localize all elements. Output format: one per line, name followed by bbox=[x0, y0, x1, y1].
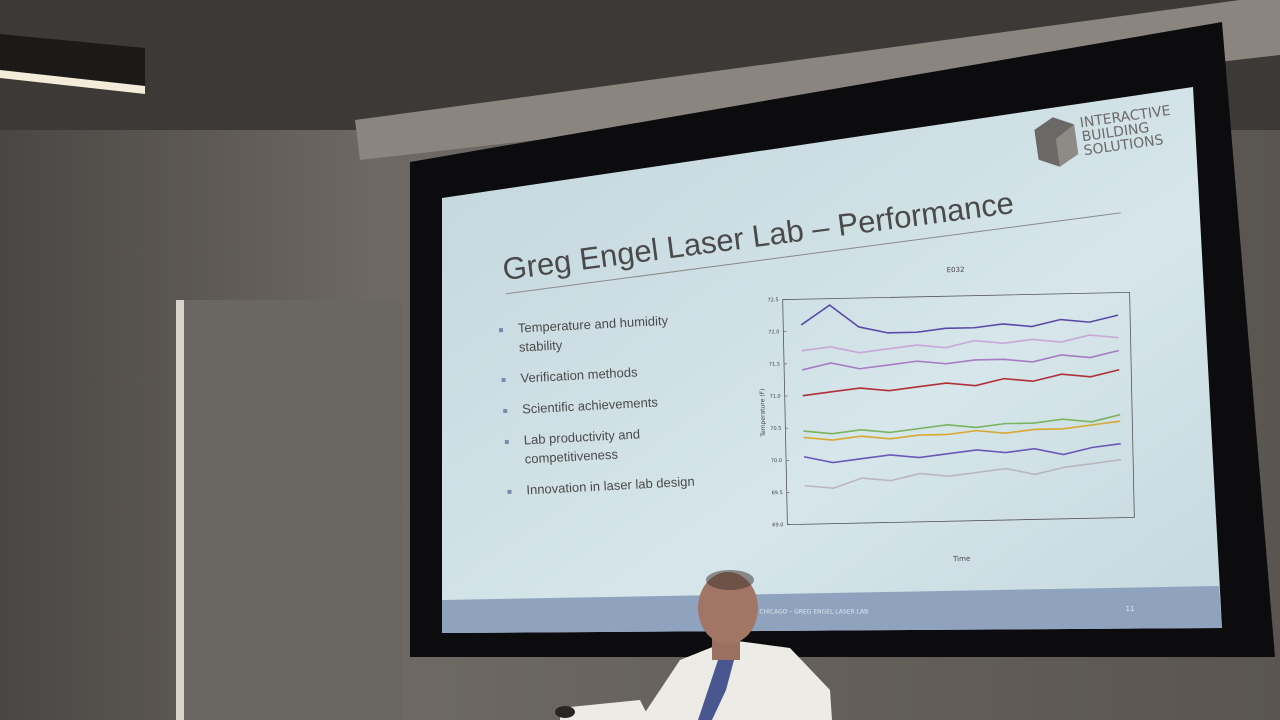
series-line bbox=[803, 442, 1121, 464]
hand bbox=[555, 706, 575, 718]
soffit bbox=[355, 0, 1280, 160]
chart-title: E032 bbox=[947, 266, 965, 274]
slide-footer-band bbox=[442, 586, 1222, 633]
tie bbox=[698, 660, 734, 720]
y-axis-label: Temperature (F) bbox=[759, 388, 767, 437]
x-axis-label: Time bbox=[952, 555, 970, 563]
y-tick-label: 70.5 bbox=[770, 426, 781, 432]
door bbox=[176, 300, 402, 720]
bullet-marker bbox=[503, 408, 508, 414]
y-tick-label: 71.5 bbox=[769, 362, 780, 368]
chart: E032 Time Temperature (F) 69.0 69.5 70.0 70.5 7… bbox=[759, 266, 1135, 563]
bullet-marker bbox=[498, 328, 504, 333]
footer: UNIVERSITY OF CHICAGO – GREG ENGEL LASER… bbox=[712, 605, 1135, 616]
y-tick-label: 71.0 bbox=[770, 394, 781, 400]
plot-area bbox=[782, 291, 1135, 526]
bullet-text: Verification methods bbox=[520, 364, 638, 385]
hair bbox=[706, 570, 754, 590]
y-tick-label: 69.5 bbox=[772, 490, 783, 496]
slide bbox=[442, 87, 1222, 633]
y-tick-label: 69.0 bbox=[772, 522, 783, 528]
footer-text: UNIVERSITY OF CHICAGO – GREG ENGEL LASER… bbox=[712, 609, 869, 616]
series-line bbox=[803, 420, 1121, 441]
bullet-text: Scientific achievements bbox=[522, 394, 659, 416]
light-fixture bbox=[0, 34, 145, 92]
arm bbox=[560, 700, 650, 720]
logo: INTERACTIVE BUILDING SOLUTIONS bbox=[1034, 103, 1172, 167]
series-line bbox=[801, 349, 1120, 371]
light-strip bbox=[0, 70, 145, 94]
series-line bbox=[800, 304, 1119, 334]
bullet-text: stability bbox=[519, 337, 564, 354]
series-line bbox=[802, 368, 1120, 397]
logo-cube-side bbox=[1055, 124, 1079, 167]
bullet-text: Lab productivity and bbox=[523, 426, 640, 447]
bullet-marker bbox=[501, 377, 506, 383]
presenter bbox=[555, 570, 832, 720]
series-line bbox=[803, 413, 1121, 435]
series-line bbox=[801, 334, 1119, 354]
bullet-text: competitiveness bbox=[524, 447, 618, 467]
title-rule bbox=[505, 212, 1121, 295]
shirt bbox=[640, 640, 832, 720]
y-tick-label: 72.0 bbox=[768, 329, 779, 335]
bullet-marker bbox=[504, 439, 509, 445]
y-tick-label: 70.0 bbox=[771, 458, 782, 464]
head bbox=[698, 572, 758, 644]
series-line bbox=[804, 458, 1122, 490]
door-edge bbox=[176, 300, 184, 720]
footer-page: 11 bbox=[1126, 605, 1135, 613]
bullet-marker bbox=[507, 489, 512, 494]
y-tick-label: 72.5 bbox=[768, 297, 779, 303]
